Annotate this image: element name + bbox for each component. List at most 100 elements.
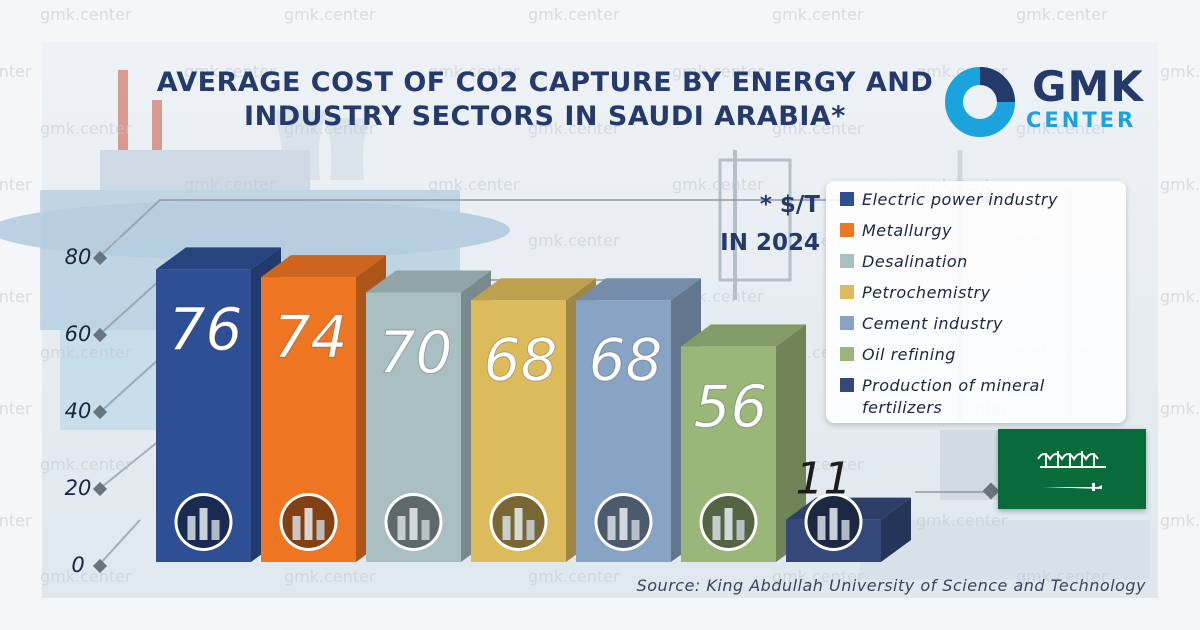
watermark-text: gmk.center	[1160, 287, 1200, 306]
bar-top	[576, 278, 701, 301]
fertilizer-plant-icon	[804, 493, 863, 551]
unit-note-line-1: * $/T	[759, 192, 820, 218]
bar-value-label: 68	[589, 326, 663, 394]
power-lines-icon	[174, 493, 233, 551]
petrochemical-plant-icon	[489, 493, 548, 551]
watermark-text: gmk.center	[772, 119, 864, 138]
watermark-text: gmk.center	[0, 399, 32, 418]
watermark-text: gmk.center	[184, 62, 276, 81]
watermark-text: gmk.center	[772, 5, 864, 24]
watermark-text: gmk.center	[284, 567, 376, 586]
watermark-text: gmk.center	[1160, 399, 1200, 418]
bar-top	[681, 324, 806, 347]
bar-6: 56	[681, 324, 806, 562]
watermark-text: gmk.center	[1016, 119, 1108, 138]
watermark-text: gmk.center	[40, 455, 132, 474]
watermark-text: gmk.center	[40, 343, 132, 362]
gmk-ring-logo-icon	[945, 67, 1015, 137]
watermark-text: gmk.center	[0, 175, 32, 194]
watermark-text: gmk.center	[916, 511, 1008, 530]
watermark-text: gmk.center	[284, 119, 376, 138]
y-tick-label: 80	[65, 245, 92, 269]
y-tick-label: 60	[65, 322, 92, 346]
watermark-text: gmk.center	[0, 287, 32, 306]
bar-value-label: 74	[274, 303, 348, 371]
watermark-text: gmk.center	[40, 567, 132, 586]
legend-item: Desalination	[840, 251, 968, 273]
legend-item: Production of mineral fertilizers	[840, 375, 1110, 419]
legend-label: Metallurgy	[862, 221, 952, 240]
source-note: Source: King Abdullah University of Scie…	[636, 576, 1146, 595]
y-tick-label: 0	[71, 553, 84, 577]
logo-text-center: CENTER	[1026, 108, 1137, 132]
y-tick-marker	[92, 558, 108, 574]
watermark-text: gmk.center	[1016, 5, 1108, 24]
unit-note-line-2: IN 2024	[720, 230, 820, 256]
legend-item: Metallurgy	[840, 220, 952, 242]
bar-top	[261, 255, 386, 278]
watermark-text: gmk.center	[428, 175, 520, 194]
watermark-text: gmk.center	[1016, 567, 1108, 586]
legend-label: Electric power industry	[862, 190, 1058, 209]
bar-5: 68	[576, 278, 701, 562]
desalination-plant-icon	[384, 493, 443, 551]
watermark-text: gmk.center	[772, 567, 864, 586]
chart-title-line-1: AVERAGE COST OF CO2 CAPTURE BY ENERGY AN…	[156, 67, 934, 98]
watermark-text: gmk.center	[40, 5, 132, 24]
oil-refinery-icon	[699, 493, 758, 551]
legend-label: Cement industry	[862, 314, 1003, 333]
legend-swatch	[840, 378, 854, 392]
watermark-text: gmk.center	[1160, 511, 1200, 530]
watermark-text: gmk.center	[184, 175, 276, 194]
bar-top	[366, 270, 491, 293]
bar-value-label: 70	[379, 319, 453, 387]
watermark-text: gmk.center	[672, 175, 764, 194]
watermark-text: gmk.center	[40, 231, 132, 250]
chart-title-line-2: INDUSTRY SECTORS IN SAUDI ARABIA*	[244, 101, 846, 132]
y-tick-marker	[92, 327, 108, 343]
watermark-text: gmk.center	[528, 5, 620, 24]
gmk-center-logo: GMK CENTER	[944, 62, 1154, 138]
legend-swatch	[840, 223, 854, 237]
saudi-arabia-flag-icon	[998, 429, 1146, 509]
legend-swatch	[840, 316, 854, 330]
y-tick-marker	[92, 404, 108, 420]
watermark-text: gmk.center	[672, 62, 764, 81]
bar-1: 76	[156, 247, 281, 562]
y-tick-label: 40	[65, 399, 92, 423]
watermark-text: gmk.center	[1160, 175, 1200, 194]
legend-label: Desalination	[862, 252, 968, 271]
watermark-text: gmk.center	[528, 231, 620, 250]
legend-swatch	[840, 254, 854, 268]
watermark-text: gmk.center	[1160, 62, 1200, 81]
watermark-text: gmk.center	[40, 119, 132, 138]
bar-value-label: 68	[484, 326, 558, 394]
bar-top	[156, 247, 281, 270]
chart-title: AVERAGE COST OF CO2 CAPTURE BY ENERGY AN…	[150, 66, 940, 134]
watermark-text: gmk.center	[284, 5, 376, 24]
legend-swatch	[840, 285, 854, 299]
legend-label: Oil refining	[862, 345, 956, 364]
y-tick-label: 20	[65, 476, 92, 500]
watermark-text: gmk.center	[0, 511, 32, 530]
bar-value-label: 11	[796, 454, 852, 505]
legend-item: Oil refining	[840, 344, 956, 366]
cement-plant-icon	[594, 493, 653, 551]
legend-label: Production of mineral fertilizers	[862, 376, 1045, 417]
watermark-text: gmk.center	[284, 231, 376, 250]
watermark-text: gmk.center	[528, 119, 620, 138]
bar-side	[776, 324, 806, 562]
y-tick-marker	[92, 481, 108, 497]
legend-swatch	[840, 192, 854, 206]
legend-item: Electric power industry	[840, 189, 1058, 211]
watermark-text: gmk.center	[0, 62, 32, 81]
watermark-text: gmk.center	[428, 62, 520, 81]
legend-swatch	[840, 347, 854, 361]
bar-value-label: 76	[169, 295, 243, 363]
chart-legend: Electric power industry Metallurgy Desal…	[826, 181, 1126, 423]
watermark-text: gmk.center	[528, 567, 620, 586]
legend-item: Petrochemistry	[840, 282, 991, 304]
molten-metal-icon	[279, 493, 338, 551]
legend-item: Cement industry	[840, 313, 1003, 335]
